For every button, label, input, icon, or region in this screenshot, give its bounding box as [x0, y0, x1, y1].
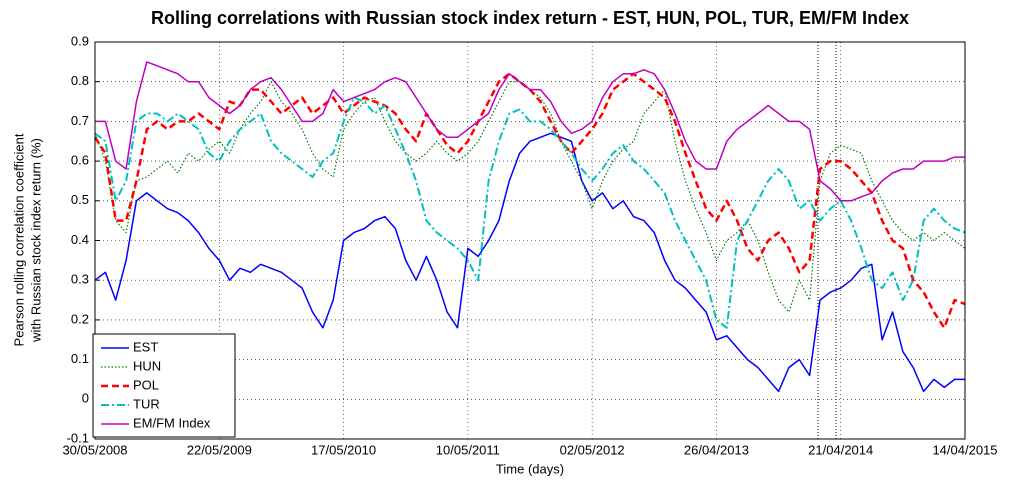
- x-tick-label: 21/04/2014: [808, 442, 873, 457]
- legend-label: POL: [133, 377, 159, 392]
- legend-label: EM/FM Index: [133, 415, 211, 430]
- legend-label: HUN: [133, 358, 161, 373]
- series-line: [95, 61, 965, 202]
- x-tick-label: 26/04/2013: [684, 442, 749, 457]
- x-tick-label: 22/05/2009: [187, 442, 252, 457]
- x-tick-label: 17/05/2010: [311, 442, 376, 457]
- x-tick-label: 02/05/2012: [560, 442, 625, 457]
- legend-label: TUR: [133, 396, 160, 411]
- y-tick-label: 0.3: [71, 272, 89, 287]
- y-tick-label: 0: [82, 391, 89, 406]
- series-line: [94, 96, 966, 329]
- y-tick-label: 0.9: [71, 33, 89, 48]
- y-tick-label: 0.5: [71, 192, 89, 207]
- plot-frame: [94, 41, 966, 440]
- y-tick-label: 0.6: [71, 153, 89, 168]
- y-tick-label: 0.7: [71, 113, 89, 128]
- y-tick-label: 0.4: [71, 232, 89, 247]
- y-axis-label: with Russian stock index return (%): [28, 138, 43, 343]
- y-tick-label: 0.1: [71, 351, 89, 366]
- legend-label: EST: [133, 339, 158, 354]
- y-axis-label: Pearson rolling correlation coefficient: [11, 133, 26, 346]
- x-tick-label: 10/05/2011: [436, 442, 500, 457]
- x-tick-label: 14/04/2015: [932, 442, 997, 457]
- y-tick-label: 0.8: [71, 73, 89, 88]
- y-tick-label: -0.1: [67, 430, 89, 445]
- x-axis-label: Time (days): [496, 461, 564, 476]
- y-tick-label: 0.2: [71, 311, 89, 326]
- chart-title: Rolling correlations with Russian stock …: [151, 8, 909, 28]
- series-line: [94, 132, 965, 393]
- x-tick-label: 30/05/2008: [62, 442, 127, 457]
